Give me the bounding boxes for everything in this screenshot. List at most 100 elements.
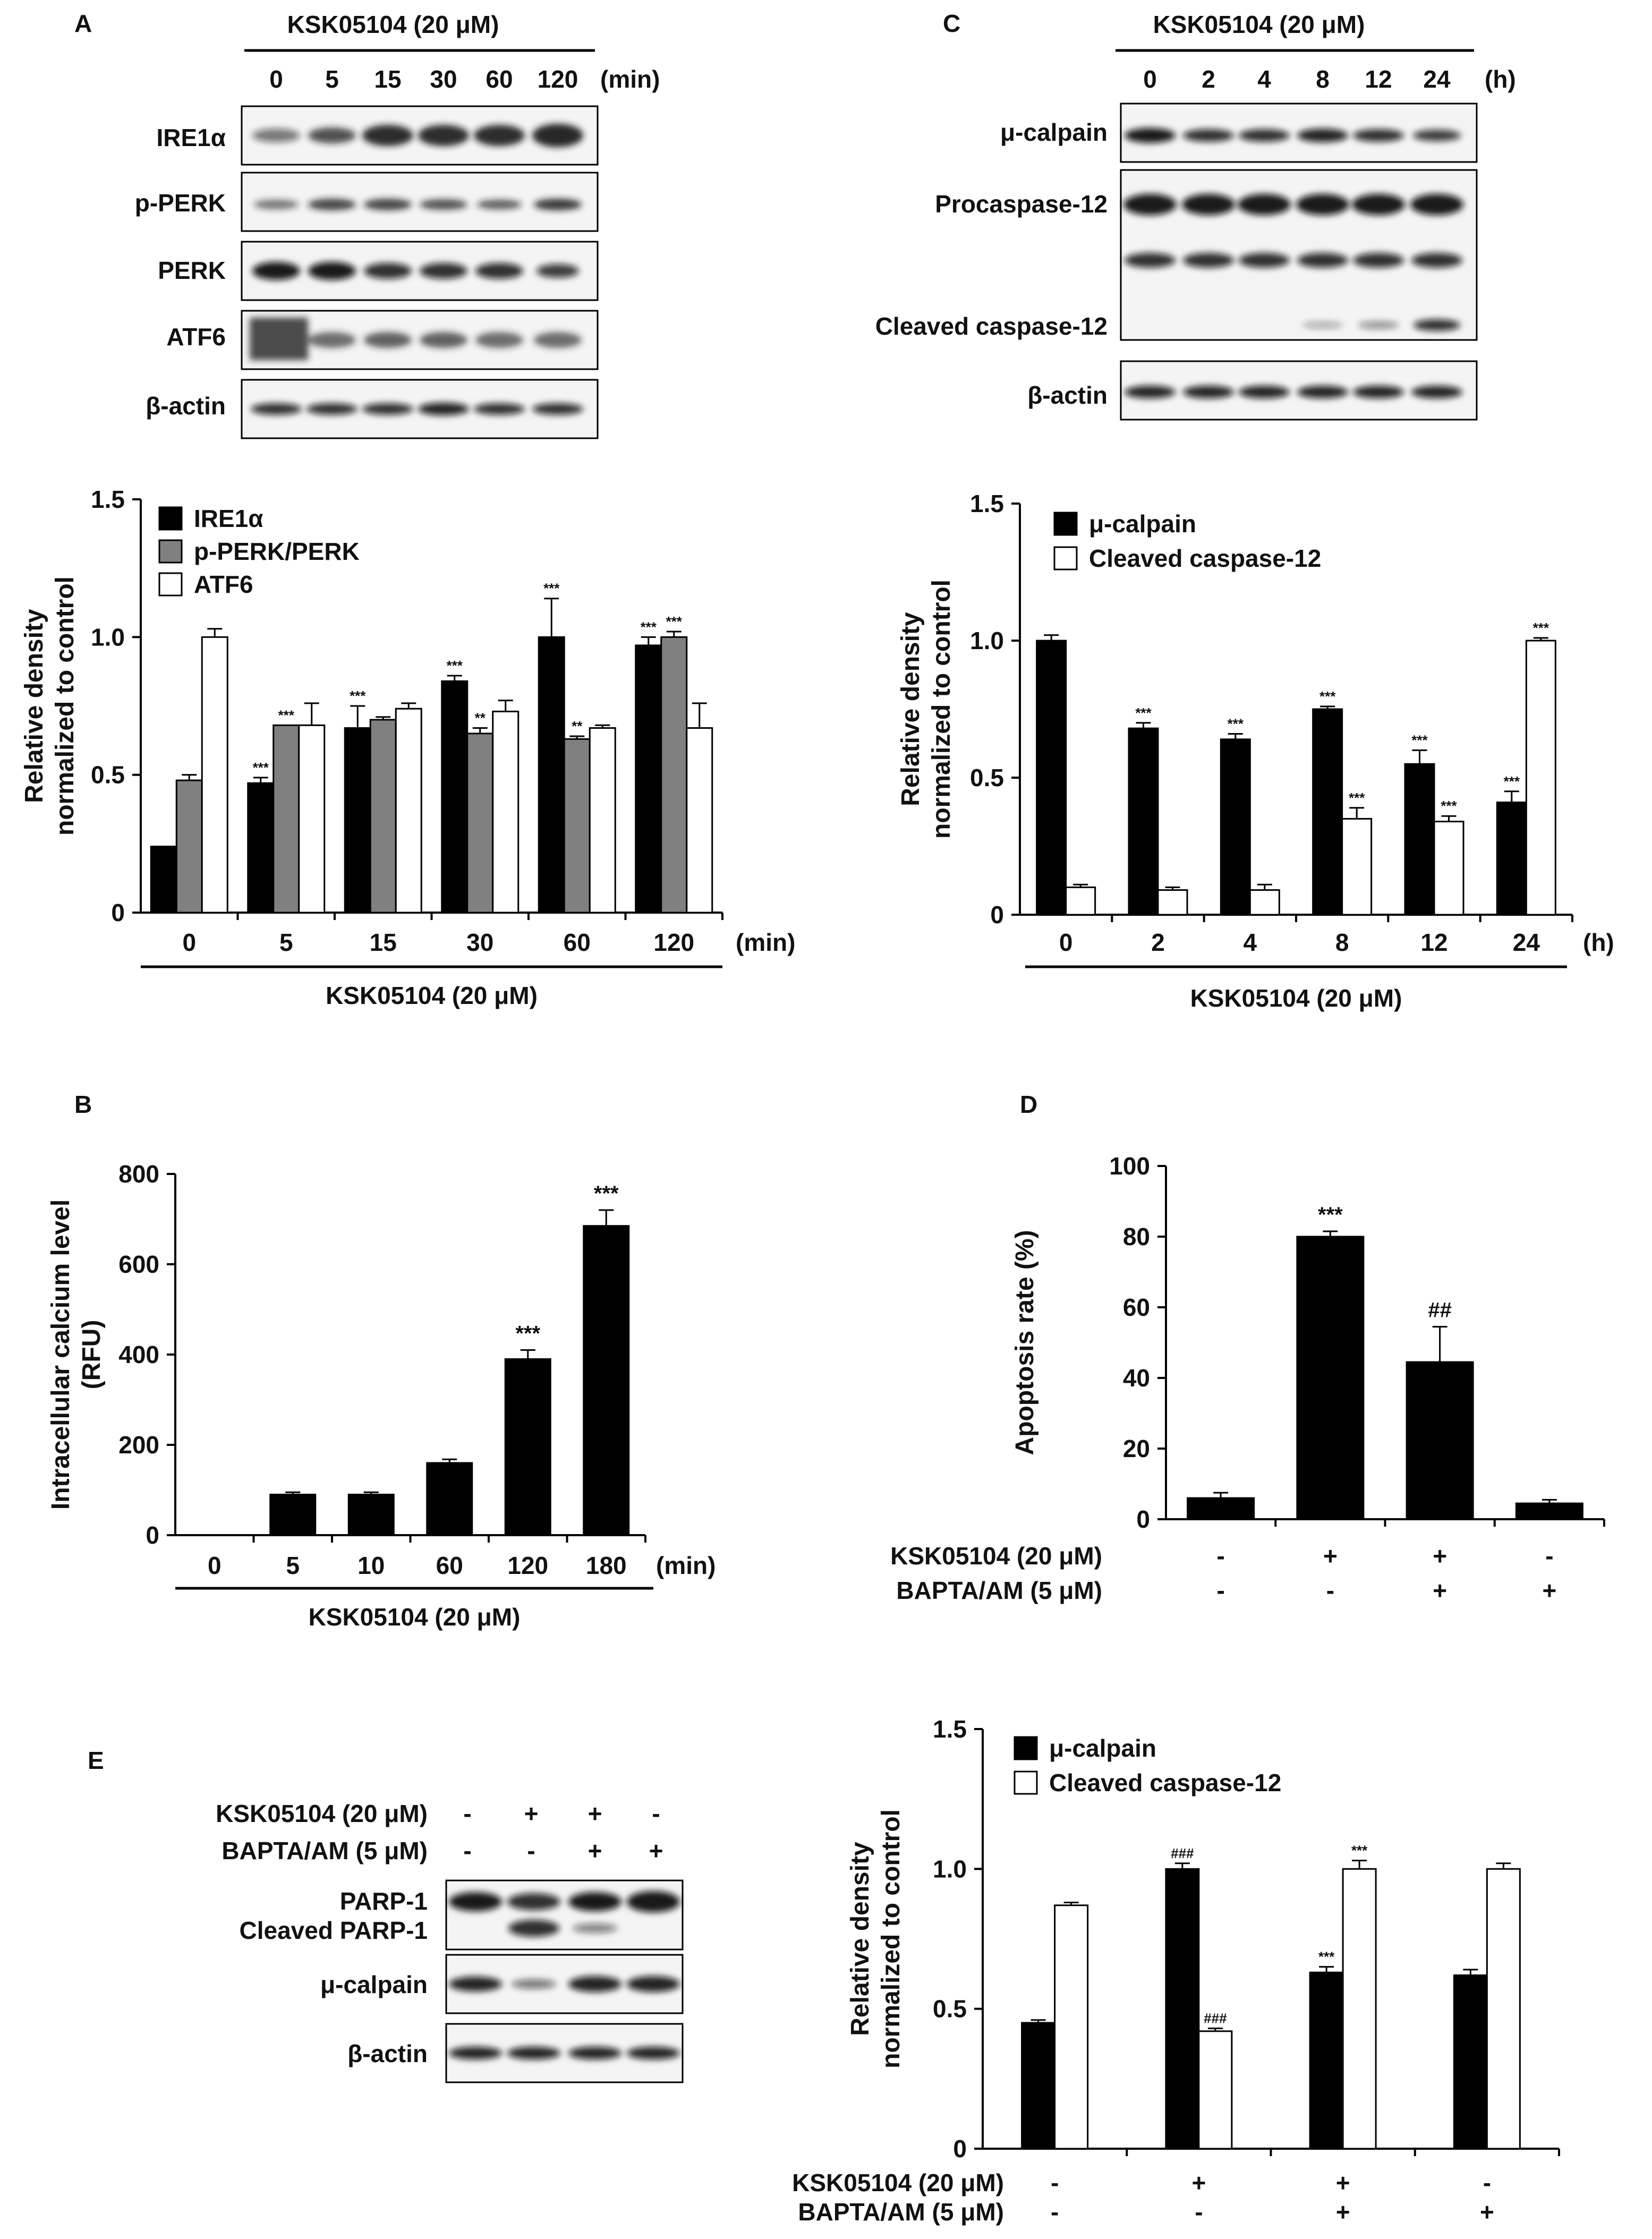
significance-mark: *** [543, 581, 560, 597]
x-tick-label: 5 [279, 929, 293, 956]
condition-label: BAPTA/AM (5 μM) [222, 1837, 428, 1865]
significance-mark: *** [1319, 688, 1336, 704]
significance-mark: *** [641, 619, 657, 635]
x-tick-label: 24 [1513, 929, 1540, 956]
panel-label-b: B [74, 1091, 92, 1118]
chart0-bar-IRE1α-15 [344, 727, 371, 914]
significance-mark: *** [447, 658, 463, 674]
x-tick-label: 15 [370, 929, 397, 956]
significance-mark: *** [1318, 1949, 1335, 1965]
chart2-bar-RFU-180 [583, 1225, 630, 1536]
chart1-bar-μ-calpain-12 [1404, 763, 1435, 916]
significance-mark: *** [278, 707, 295, 723]
y-tick-label: 1.5 [970, 490, 1004, 517]
significance-mark: *** [1349, 790, 1365, 806]
x-group-label: KSK05104 (20 μM) [326, 982, 538, 1009]
significance-mark: *** [666, 614, 683, 629]
condition-sign: - [1216, 1542, 1224, 1570]
chart0-bar-ATF6-30 [492, 710, 520, 914]
chart1-bar-Cleaved-caspase-12-12 [1433, 821, 1464, 916]
panel-a-treatment-label: KSK05104 (20 μM) [287, 11, 499, 38]
blot-row-label: Procaspase-12 [935, 190, 1108, 218]
condition-sign: + [1480, 2198, 1494, 2226]
significance-mark: *** [1441, 798, 1457, 814]
y-tick-label: 0 [146, 1521, 159, 1549]
blot-row-label: μ-calpain [1000, 118, 1108, 146]
y-tick-label: 60 [1123, 1293, 1150, 1321]
y-tick-label: 0 [953, 2135, 967, 2163]
chart0-bar-ATF6-60 [589, 727, 616, 914]
chart0-bar-p-PERK/PERK-15 [369, 719, 397, 914]
condition-sign: + [1323, 1542, 1338, 1570]
chart4-bar-Cleaved-caspase-12-3 [1342, 1868, 1377, 2150]
x-tick-label: 2 [1151, 929, 1165, 956]
condition-sign: + [1433, 1577, 1447, 1604]
chart0-bar-p-PERK/PERK-5 [273, 724, 300, 914]
panel-c-lane-label: 0 [1143, 65, 1157, 93]
chart4-bar-μ-calpain-2 [1165, 1868, 1200, 2150]
y-tick-label: 80 [1123, 1223, 1150, 1250]
condition-sign: - [1483, 2169, 1491, 2197]
y-tick-label: 1.0 [933, 1855, 967, 1883]
chart4-bar-μ-calpain-3 [1309, 1971, 1344, 2150]
y-axis-label: Intracellular calcium level (RFU) [47, 1199, 106, 1510]
panel-e-blot: KSK05104 (20 μM) BAPTA/AM (5 μM) - + + -… [216, 1800, 684, 2083]
panel-c-lane-label: 4 [1257, 65, 1271, 93]
y-tick-label: 1.5 [933, 1715, 967, 1743]
blot-row-label: μ-calpain [320, 1971, 428, 1998]
condition-label: KSK05104 (20 μM) [216, 1800, 428, 1827]
chart1-bar-μ-calpain-2 [1128, 727, 1159, 916]
panel-label-d: D [1020, 1091, 1037, 1118]
condition-label: KSK05104 (20 μM) [792, 2169, 1004, 2197]
panel-a-lane-unit: (min) [600, 65, 660, 93]
panel-a-lane-label: 15 [374, 65, 401, 93]
chart2-bar-RFU-60 [426, 1462, 473, 1536]
condition-label: KSK05104 (20 μM) [890, 1542, 1102, 1570]
x-group-label: KSK05104 (20 μM) [309, 1603, 521, 1631]
panel-c-lane-unit: (h) [1485, 65, 1516, 93]
chart0-bar-IRE1α-120 [635, 644, 662, 914]
blot-row-label: IRE1α [156, 124, 226, 151]
chart3-bar-Apoptosis-1 [1187, 1497, 1255, 1520]
blot-row-label: β-actin [146, 392, 226, 420]
chart4-bar-Cleaved-caspase-12-4 [1486, 1868, 1521, 2150]
y-tick-label: 0.5 [91, 761, 125, 789]
blot-row-label: p-PERK [135, 189, 226, 217]
chart3-bar-Apoptosis-4 [1515, 1502, 1583, 1520]
blot-row-label: ATF6 [166, 323, 226, 351]
chart2-bar-RFU-120 [504, 1358, 551, 1536]
condition-label: BAPTA/AM (5 μM) [896, 1577, 1102, 1604]
significance-mark: ** [475, 710, 486, 726]
significance-mark: *** [1504, 773, 1520, 789]
x-unit-label: (min) [656, 1552, 716, 1579]
blot-row-label: β-actin [347, 2040, 428, 2067]
chart0-bar-ATF6-5 [298, 724, 326, 914]
panel-c-treatment-label: KSK05104 (20 μM) [1153, 11, 1365, 38]
significance-mark: *** [253, 760, 269, 776]
legend-label: μ-calpain [1049, 1734, 1156, 1762]
x-tick-label: 0 [208, 1552, 222, 1579]
legend-swatch [158, 572, 183, 597]
x-tick-label: 8 [1335, 929, 1349, 956]
y-tick-label: 1.0 [970, 627, 1004, 654]
blot-box-parp [445, 1879, 684, 1951]
panel-label-c: C [943, 10, 960, 37]
legend-label: p-PERK/PERK [194, 538, 360, 565]
condition-sign: - [1326, 1577, 1334, 1604]
legend-swatch [1053, 546, 1078, 571]
chart0-bar-ATF6-15 [395, 708, 422, 914]
y-tick-label: 1.0 [91, 623, 125, 651]
condition-sign: - [1051, 2169, 1059, 2197]
x-tick-label: 60 [436, 1552, 463, 1579]
chart1-bar-μ-calpain-8 [1312, 708, 1343, 916]
chart4-bar-μ-calpain-4 [1453, 1974, 1488, 2150]
panel-a-blots: IRE1α p-PERK PERK ATF6 β-acti [135, 105, 599, 439]
chart0-bar-p-PERK/PERK-0 [175, 779, 203, 914]
condition-sign: + [1191, 2169, 1206, 2197]
blot-row-label: PARP-1 [340, 1887, 428, 1915]
panel-a-lane-label: 120 [538, 65, 578, 93]
chart-a-density: 0 0.5 1.0 1.5 Relative density normalized to … [20, 486, 795, 1009]
chart4-bar-μ-calpain-1 [1021, 2022, 1056, 2150]
chart1-bar-Cleaved-caspase-12-24 [1525, 640, 1556, 916]
